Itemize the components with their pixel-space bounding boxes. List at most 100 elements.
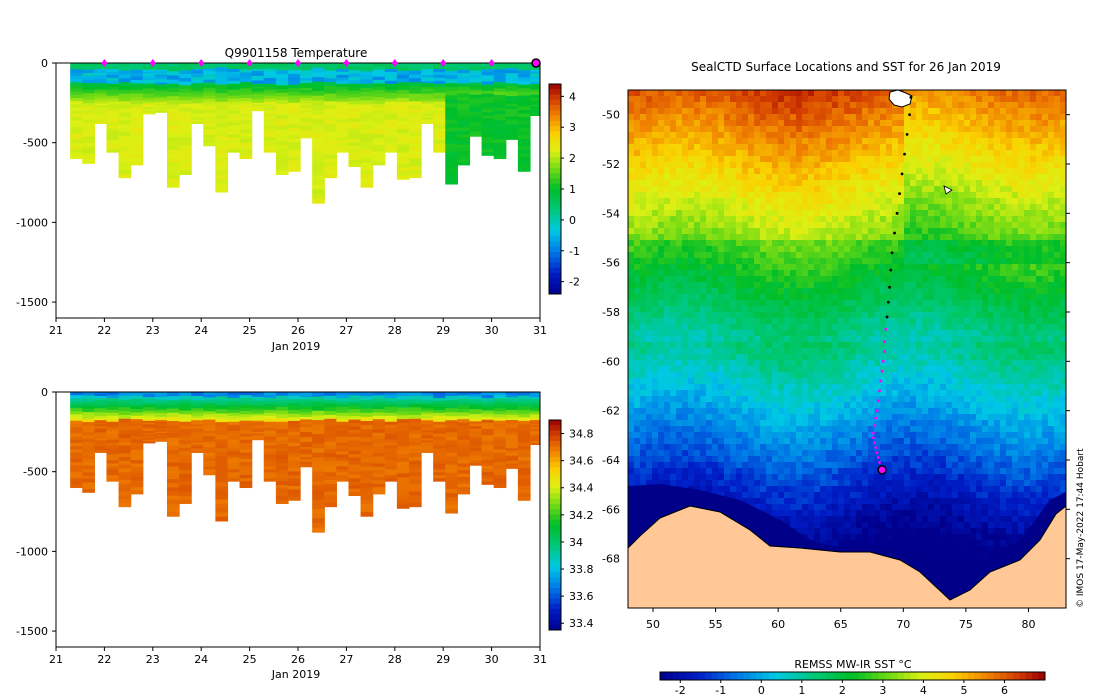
section-cell bbox=[505, 430, 519, 434]
section-cell bbox=[312, 476, 325, 482]
sst-cell bbox=[802, 186, 809, 193]
colorbar-segment bbox=[549, 267, 561, 274]
section-cell bbox=[106, 406, 120, 411]
sst-cell bbox=[820, 270, 827, 277]
sst-cell bbox=[874, 150, 881, 157]
section-cell bbox=[300, 120, 313, 124]
sst-cell bbox=[964, 252, 971, 259]
section-cell bbox=[263, 406, 277, 411]
section-cell bbox=[263, 427, 277, 432]
sst-cell bbox=[982, 126, 989, 133]
section-cell bbox=[433, 463, 446, 467]
section-cell bbox=[372, 161, 386, 166]
section-cell bbox=[469, 440, 483, 444]
sst-cell bbox=[850, 210, 857, 217]
section-cell bbox=[336, 472, 350, 476]
section-cell bbox=[142, 405, 156, 408]
section-cell bbox=[505, 96, 519, 100]
colorbar-segment bbox=[549, 110, 561, 116]
section-cell bbox=[505, 73, 519, 77]
sst-cell bbox=[682, 138, 689, 145]
sst-cell bbox=[1006, 102, 1013, 109]
sst-cell bbox=[952, 228, 959, 235]
sst-cell bbox=[676, 246, 683, 253]
section-cell bbox=[445, 139, 458, 145]
sst-cell bbox=[982, 156, 989, 163]
section-cell bbox=[118, 112, 132, 117]
section-cell bbox=[372, 97, 386, 101]
section-cell bbox=[179, 92, 192, 97]
section-cell bbox=[384, 86, 398, 91]
sst-cell bbox=[922, 216, 929, 223]
section-cell bbox=[215, 75, 229, 81]
section-cell bbox=[130, 80, 144, 84]
sst-cell bbox=[850, 144, 857, 151]
sst-cell bbox=[1012, 174, 1019, 181]
section-cell bbox=[287, 102, 301, 107]
section-cell bbox=[239, 411, 253, 415]
section-cell bbox=[154, 405, 168, 408]
sst-cell bbox=[868, 156, 875, 163]
sst-cell bbox=[904, 156, 911, 163]
section-cell bbox=[481, 127, 495, 132]
sst-cell bbox=[1030, 264, 1037, 271]
colorbar-segment bbox=[549, 582, 561, 589]
sst-cell bbox=[664, 258, 671, 265]
sst-cell bbox=[718, 108, 725, 115]
section-cell bbox=[505, 101, 519, 105]
section-cell bbox=[529, 94, 540, 97]
sst-cell bbox=[706, 126, 713, 133]
sst-cell bbox=[928, 138, 935, 145]
sst-cell bbox=[670, 246, 677, 253]
sst-cell bbox=[742, 228, 749, 235]
section-cell bbox=[493, 104, 507, 109]
section-cell bbox=[481, 410, 495, 414]
sst-cell bbox=[928, 270, 935, 277]
section-cell bbox=[433, 466, 446, 470]
sst-cell bbox=[1018, 258, 1025, 265]
section-cell bbox=[457, 124, 471, 128]
sst-cell bbox=[898, 240, 905, 247]
section-cell bbox=[348, 481, 362, 486]
sst-cell bbox=[784, 186, 791, 193]
sst-cell bbox=[640, 282, 647, 289]
section-cell bbox=[384, 412, 398, 417]
sst-cell bbox=[958, 114, 965, 121]
sst-cell bbox=[892, 288, 899, 295]
sst-cell bbox=[814, 270, 821, 277]
sst-cell bbox=[862, 234, 869, 241]
sst-cell bbox=[892, 144, 899, 151]
section-cell bbox=[118, 139, 132, 144]
section-cell bbox=[130, 412, 144, 417]
section-cell bbox=[469, 428, 483, 432]
section-cell bbox=[130, 453, 144, 457]
sst-cell bbox=[982, 234, 989, 241]
section-cell bbox=[70, 462, 83, 466]
sst-cell bbox=[628, 210, 635, 217]
section-cell bbox=[118, 414, 132, 420]
section-cell bbox=[372, 470, 386, 474]
sst-cell bbox=[754, 240, 761, 247]
section-cell bbox=[517, 95, 531, 100]
section-cell bbox=[421, 75, 434, 78]
section-cell bbox=[275, 70, 289, 75]
section-cell bbox=[94, 448, 108, 451]
sst-cell bbox=[802, 270, 809, 277]
section-cell bbox=[251, 66, 265, 69]
sst-cell bbox=[1048, 162, 1055, 169]
sst-cell bbox=[700, 252, 707, 259]
sst-cell bbox=[658, 138, 665, 145]
section-cell bbox=[94, 402, 108, 405]
sst-cell bbox=[652, 174, 659, 181]
section-cell bbox=[239, 126, 253, 131]
section-cell bbox=[517, 438, 531, 443]
sst-cell bbox=[1060, 102, 1066, 109]
sst-cell bbox=[778, 132, 785, 139]
section-cell bbox=[312, 105, 325, 111]
section-cell bbox=[360, 83, 374, 89]
sst-cell bbox=[748, 126, 755, 133]
section-cell bbox=[94, 101, 108, 104]
x-tick-label: 26 bbox=[291, 324, 305, 337]
section-cell bbox=[191, 97, 204, 100]
section-cell bbox=[312, 133, 325, 139]
